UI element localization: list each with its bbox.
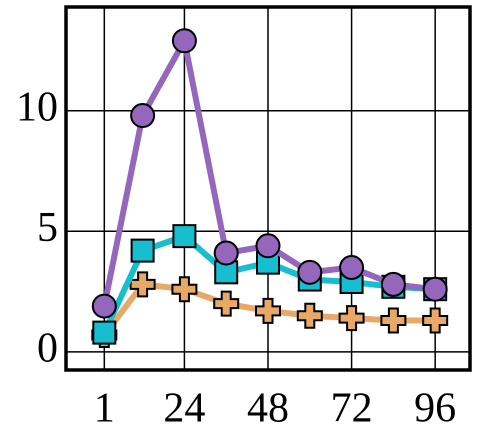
x-tick-label: 1 [94, 386, 115, 432]
point [213, 290, 240, 317]
point [255, 297, 281, 324]
point [255, 233, 281, 259]
point [171, 28, 197, 54]
point [422, 276, 448, 302]
point [296, 302, 323, 329]
point [380, 307, 407, 334]
point [339, 254, 365, 280]
x-tick-label: 72 [331, 386, 373, 432]
point [91, 293, 117, 319]
point [297, 259, 323, 285]
y-tick-label: 0 [37, 326, 58, 372]
point [422, 307, 449, 334]
point [172, 224, 197, 249]
point [130, 238, 155, 263]
plot-frame [64, 5, 472, 372]
point [171, 276, 198, 303]
point [380, 271, 406, 297]
x-tick-label: 96 [414, 386, 456, 432]
y-tick-label: 5 [37, 205, 58, 251]
point [213, 240, 239, 266]
point [130, 103, 156, 129]
point [92, 320, 117, 345]
y-tick-label: 10 [16, 84, 58, 130]
x-tick-label: 48 [247, 386, 289, 432]
point [338, 305, 365, 332]
x-tick-label: 24 [163, 386, 205, 432]
